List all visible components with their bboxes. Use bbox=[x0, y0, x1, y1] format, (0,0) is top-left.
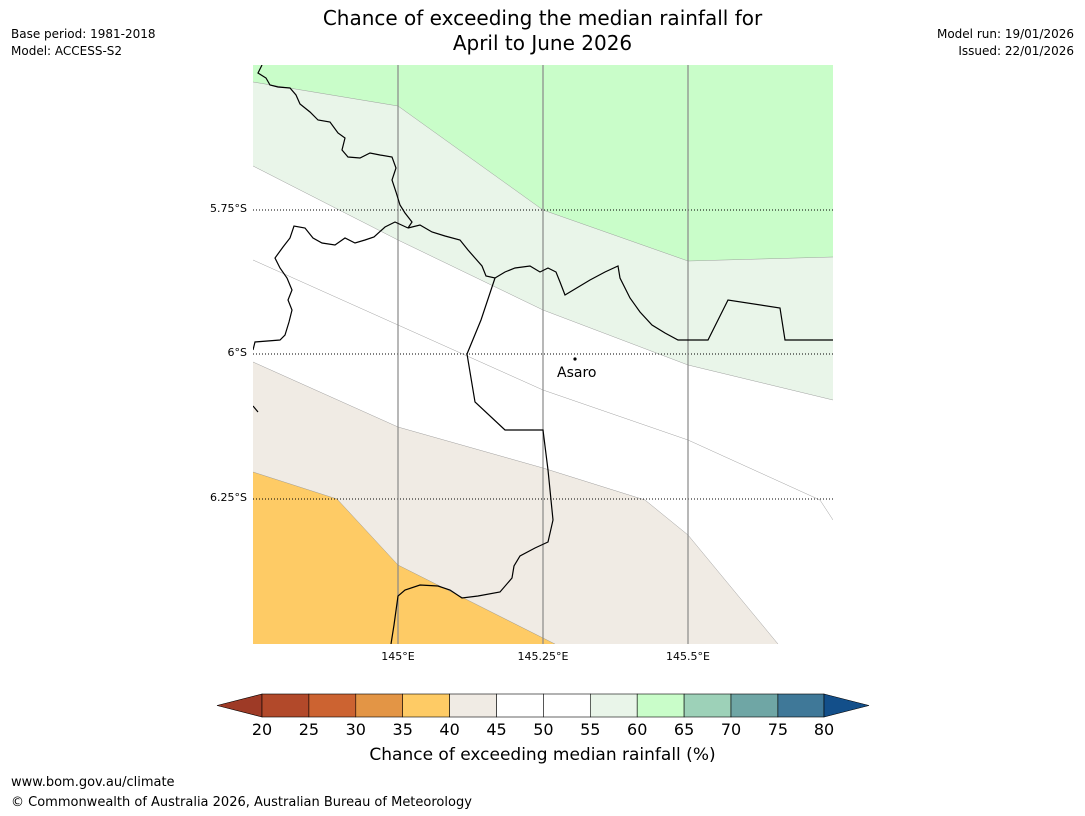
lon-gridlines bbox=[397, 65, 689, 644]
colorbar-segment-40-45 bbox=[449, 693, 497, 718]
colorbar-tick-55: 55 bbox=[580, 720, 601, 739]
place-label-asaro: Asaro bbox=[557, 365, 597, 381]
colorbar-segment-50-55 bbox=[543, 693, 591, 718]
colorbar-extend-high bbox=[823, 693, 870, 718]
lat-gridlines bbox=[253, 209, 833, 500]
title-line-1: Chance of exceeding the median rainfall … bbox=[322, 6, 763, 30]
colorbar-segment-30-35 bbox=[355, 693, 403, 718]
colorbar-segment-75-80 bbox=[777, 693, 825, 718]
colorbar-tick-60: 60 bbox=[627, 720, 648, 739]
colorbar-extend-low bbox=[216, 693, 263, 718]
issued-text: Issued: 22/01/2026 bbox=[958, 44, 1074, 58]
contour-lines bbox=[253, 81, 833, 644]
colorbar-tick-50: 50 bbox=[533, 720, 554, 739]
colorbar-tick-40: 40 bbox=[439, 720, 460, 739]
colorbar-title: Chance of exceeding median rainfall (%) bbox=[369, 745, 716, 765]
colorbar-segment-60-65 bbox=[636, 693, 685, 718]
colorbar-tick-45: 45 bbox=[486, 720, 507, 739]
metadata-right: Model run: 19/01/2026 Issued: 22/01/2026 bbox=[937, 26, 1074, 60]
title-line-2: April to June 2026 bbox=[452, 31, 633, 55]
lat-label-6s: 6°S bbox=[227, 346, 247, 359]
colorbar-segment-35-40 bbox=[402, 693, 450, 718]
lon-label-145e: 145°E bbox=[381, 650, 415, 663]
colorbar-segment-20-25 bbox=[261, 693, 310, 718]
colorbar-tick-20: 20 bbox=[251, 720, 273, 739]
colorbar-tick-35: 35 bbox=[392, 720, 413, 739]
colorbar bbox=[216, 693, 870, 718]
colorbar-tick-65: 65 bbox=[673, 720, 695, 739]
colorbar-tick-75: 75 bbox=[767, 720, 789, 739]
colorbar-segment-70-75 bbox=[730, 693, 779, 718]
colorbar-tick-80: 80 bbox=[813, 720, 835, 739]
map-area bbox=[253, 65, 833, 644]
asaro-dot bbox=[573, 357, 577, 361]
colorbar-segment-45-50 bbox=[496, 693, 544, 718]
footer-url[interactable]: www.bom.gov.au/climate bbox=[11, 775, 175, 790]
colorbar-tick-25: 25 bbox=[298, 720, 320, 739]
lon-label-145-25e: 145.25°E bbox=[517, 650, 569, 663]
zone-35-40 bbox=[253, 472, 555, 644]
footer-copyright: © Commonwealth of Australia 2026, Austra… bbox=[11, 795, 472, 810]
lat-label-5-75s: 5.75°S bbox=[210, 202, 247, 215]
colorbar-tick-70: 70 bbox=[720, 720, 742, 739]
colorbar-tick-30: 30 bbox=[345, 720, 366, 739]
lat-label-6-25s: 6.25°S bbox=[210, 491, 247, 504]
map-title: Chance of exceeding the median rainfall … bbox=[0, 6, 1085, 56]
model-run-text: Model run: 19/01/2026 bbox=[936, 27, 1074, 41]
metadata-left: Base period: 1981-2018 Model: ACCESS-S2 bbox=[11, 26, 156, 60]
lon-label-145-5e: 145.5°E bbox=[666, 650, 710, 663]
model-text: Model: ACCESS-S2 bbox=[11, 44, 123, 58]
colorbar-segment-55-60 bbox=[589, 693, 638, 718]
asaro-marker bbox=[573, 357, 577, 361]
province-boundaries bbox=[253, 65, 833, 644]
base-period-text: Base period: 1981-2018 bbox=[11, 27, 156, 41]
zone-40-45 bbox=[253, 362, 778, 644]
colorbar-segment-25-30 bbox=[308, 693, 357, 718]
colorbar-segment-65-70 bbox=[683, 693, 732, 718]
